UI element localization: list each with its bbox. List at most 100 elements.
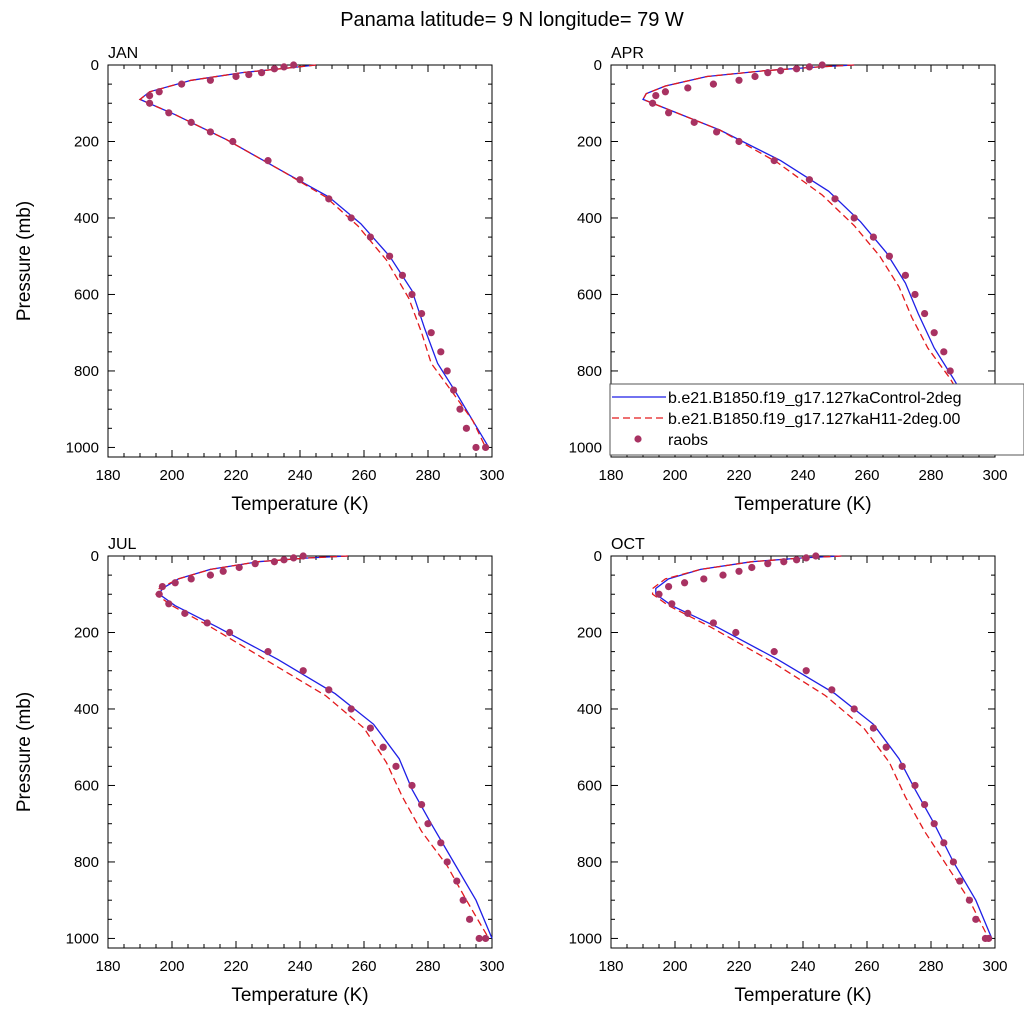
raobs-point (443, 367, 451, 375)
y-tick-label: 0 (91, 548, 99, 565)
raobs-point (325, 686, 333, 694)
raobs-point (264, 648, 272, 656)
y-tick-label: 600 (74, 286, 99, 303)
x-tick-label: 220 (726, 958, 751, 975)
raobs-point (665, 109, 673, 117)
x-tick-label: 240 (287, 467, 312, 484)
y-tick-label: 1000 (569, 930, 602, 947)
raobs-point (869, 724, 878, 732)
h11-line (642, 64, 996, 448)
raobs-point (366, 233, 374, 241)
raobs-point (713, 128, 721, 136)
raobs-point (764, 560, 772, 568)
raobs-point (206, 128, 214, 136)
raobs-point (748, 563, 756, 572)
raobs-point (965, 896, 974, 904)
raobs-point (921, 800, 929, 809)
raobs-point (812, 552, 820, 560)
raobs-point (325, 195, 333, 203)
raobs-point (869, 233, 878, 241)
x-tick-label: 220 (223, 958, 248, 975)
x-tick-label: 300 (479, 958, 504, 975)
x-axis-label: Temperature (K) (231, 494, 368, 515)
plot-frame (107, 64, 493, 458)
panel-jan: JAN 180 200 220 240 260 280 300 0 200 400 600 800 100… (14, 45, 505, 515)
legend-entry-label: b.e21.B1850.f19_g17.127kaH11-2deg.00 (668, 411, 961, 428)
raobs-point (684, 609, 692, 617)
raobs-point (770, 648, 778, 656)
x-axis-label: Temperature (K) (231, 985, 368, 1006)
raobs-point (940, 348, 948, 356)
raobs-point (911, 781, 919, 790)
panel-label: JUL (108, 536, 137, 553)
raobs-point (466, 915, 474, 923)
raobs-point (408, 290, 416, 299)
y-tick-label: 800 (577, 363, 602, 380)
raobs-point (655, 590, 663, 598)
y-tick-label: 0 (594, 548, 602, 565)
x-tick-label: 180 (598, 467, 623, 484)
raobs-point (735, 76, 743, 84)
raobs-point (709, 619, 718, 627)
raobs-point (462, 424, 470, 432)
raobs-point (296, 176, 304, 184)
raobs-point (770, 157, 778, 165)
y-tick-label: 600 (577, 286, 602, 303)
raobs-point (793, 556, 801, 564)
x-tick-label: 300 (982, 958, 1007, 975)
raobs-point (453, 877, 461, 885)
h11-line (138, 64, 487, 448)
raobs-point (203, 619, 211, 627)
y-tick-label: 200 (74, 624, 99, 641)
y-tick-label: 400 (74, 701, 99, 718)
raobs-point (911, 290, 919, 299)
y-axis-label: Pressure (mb) (14, 692, 35, 812)
raobs-point (155, 88, 163, 96)
raobs-point (232, 72, 240, 81)
x-tick-label: 260 (854, 467, 879, 484)
raobs-point (299, 667, 307, 675)
raobs-point (408, 781, 416, 790)
raobs-point (178, 80, 186, 88)
raobs-point (270, 558, 278, 566)
raobs-point (940, 839, 948, 847)
raobs-point (219, 567, 227, 575)
x-tick-label: 180 (598, 958, 623, 975)
raobs-point (427, 329, 435, 337)
y-tick-label: 400 (577, 701, 602, 718)
raobs-point (424, 820, 432, 828)
raobs-point (347, 705, 355, 713)
raobs-point (831, 195, 839, 203)
raobs-point (885, 252, 894, 260)
legend-entry-label: raobs (668, 432, 708, 449)
raobs-point (155, 590, 163, 598)
raobs-point (850, 214, 858, 222)
raobs-point (299, 552, 307, 560)
raobs-point (456, 405, 464, 413)
y-tick-label: 800 (577, 854, 602, 871)
raobs-point (700, 575, 708, 583)
raobs-point (709, 80, 718, 88)
x-tick-label: 260 (351, 958, 376, 975)
plot-frame (610, 555, 996, 949)
raobs-point (418, 309, 426, 318)
panel-label: APR (611, 45, 644, 62)
plot-frame (107, 555, 493, 949)
raobs-point (264, 157, 272, 165)
control-line (138, 64, 490, 448)
x-tick-label: 280 (415, 467, 440, 484)
raobs-point (661, 88, 670, 96)
y-tick-label: 600 (577, 777, 602, 794)
raobs-point (930, 820, 938, 828)
raobs-point (280, 556, 288, 564)
raobs-point (898, 762, 906, 770)
y-tick-label: 1000 (66, 930, 99, 947)
raobs-point (437, 839, 445, 847)
raobs-point (828, 686, 836, 694)
raobs-point (146, 99, 154, 107)
x-tick-label: 240 (790, 958, 815, 975)
raobs-point (379, 743, 387, 751)
control-line (158, 555, 493, 939)
raobs-point (187, 575, 195, 583)
